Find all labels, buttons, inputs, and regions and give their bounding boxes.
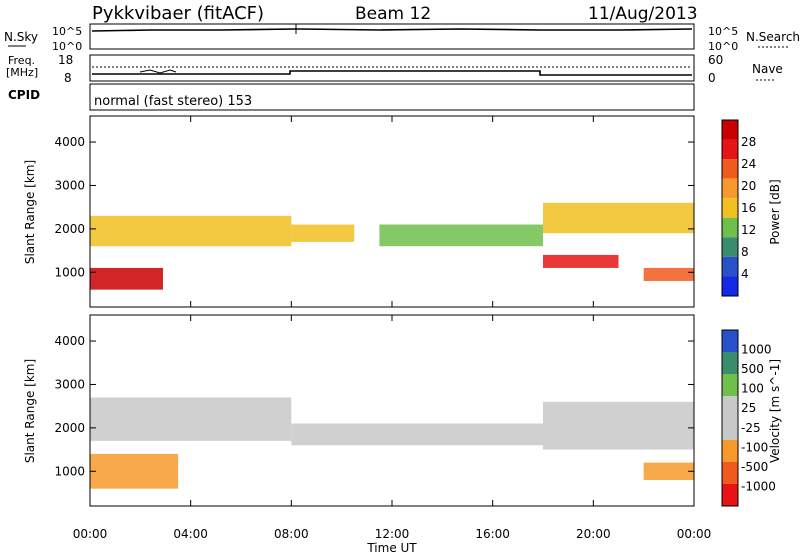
x-axis: 00:00 04:00 08:00 12:00 16:00 20:00 00:00	[73, 527, 712, 541]
y-tick-label: 1000	[54, 265, 85, 279]
x-tick-label: 08:00	[274, 527, 309, 541]
colorbar-tick-label: 16	[741, 201, 756, 215]
colorbar-tick-label: 12	[741, 223, 756, 237]
x-tick-label: 16:00	[475, 527, 510, 541]
colorbar-tick-label: 1000	[741, 343, 772, 357]
colorbar-tick-label: 24	[741, 157, 756, 171]
noise-right-tick-top: 10^5	[708, 25, 738, 38]
echo-band	[643, 267, 694, 281]
echo-band	[90, 215, 292, 247]
y-tick-label: 2000	[54, 421, 85, 435]
colorbar-tick-label: -500	[741, 460, 768, 474]
colorbar-segment	[722, 276, 738, 296]
colorbar-tick-label: 100	[741, 382, 764, 396]
x-tick-label: 20:00	[576, 527, 611, 541]
colorbar-segment	[722, 159, 738, 179]
noise-right-tick-bottom: 10^0	[708, 40, 738, 53]
colorbar-tick-label: 4	[741, 267, 749, 281]
radar-title: Pykkvibaer (fitACF)	[92, 3, 264, 24]
freq-label-unit: [MHz]	[6, 66, 38, 79]
echo-band	[291, 423, 543, 446]
colorbar-tick-label: 500	[741, 362, 764, 376]
velocity-panel-frame	[89, 314, 695, 507]
cpid-label: CPID	[8, 88, 40, 102]
colorbar-frame	[721, 329, 739, 507]
x-tick-label: 12:00	[375, 527, 410, 541]
colorbar-tick-label: -1000	[741, 479, 776, 493]
colorbar-segment	[722, 120, 738, 140]
colorbar-segment	[722, 462, 738, 484]
echo-band	[291, 224, 355, 242]
colorbar-segment	[722, 198, 738, 218]
colorbar-segment	[722, 178, 738, 199]
nsky-label: N.Sky	[4, 30, 38, 44]
colorbar-segment	[722, 440, 738, 462]
y-tick-label: 4000	[54, 334, 85, 348]
colorbar-tick-label: -25	[741, 421, 761, 435]
y-tick-label: 2000	[54, 222, 85, 236]
freq-left-tick-bottom: 8	[64, 71, 72, 85]
x-tick-label: 04:00	[173, 527, 208, 541]
echo-band	[90, 397, 292, 441]
velocity-ylabel: Slant Range [km]	[23, 359, 37, 463]
x-tick-label: 00:00	[73, 527, 108, 541]
echo-band	[379, 224, 543, 247]
colorbar-tick-label: 28	[741, 135, 756, 149]
colorbar-segment	[722, 330, 738, 352]
colorbar-tick-label: 25	[741, 401, 756, 415]
echo-band	[643, 462, 694, 480]
velocity-colorbar-label: Velocity [m s^-1]	[768, 359, 782, 463]
freq-left-tick-top: 18	[58, 53, 73, 67]
echo-band	[543, 254, 619, 268]
colorbar-segment	[722, 217, 738, 238]
y-tick-label: 1000	[54, 464, 85, 478]
velocity-colorbar: 1000 500 100 25 -25 -100 -500 -1000	[721, 329, 776, 507]
cpid-text: normal (fast stereo) 153	[94, 94, 252, 109]
power-colorbar-label: Power [dB]	[768, 179, 782, 244]
freq-label-top: Freq.	[8, 54, 35, 67]
noise-left-tick-bottom: 10^0	[52, 40, 82, 53]
power-panel: 1000 2000 3000 4000	[54, 116, 695, 307]
colorbar-segment	[722, 484, 738, 506]
beam-label: Beam 12	[355, 4, 431, 24]
x-tick-label: 00:00	[677, 527, 712, 541]
y-tick-label: 3000	[54, 377, 85, 391]
colorbar-segment	[722, 139, 738, 160]
colorbar-segment	[722, 237, 738, 257]
echo-band	[543, 401, 694, 450]
echo-band	[543, 202, 694, 234]
freq-right-tick-top: 60	[708, 53, 723, 67]
colorbar-tick-label: 8	[741, 245, 749, 259]
x-axis-label: Time UT	[366, 541, 417, 554]
colorbar-segment	[722, 396, 738, 418]
power-colorbar: 4 8 12 16 20 24 28	[721, 119, 756, 297]
echo-band	[90, 267, 163, 290]
nsky-trace	[91, 28, 693, 32]
colorbar-tick-label: -100	[741, 440, 768, 454]
freq-panel-frame	[89, 54, 695, 82]
freq-right-tick-bottom: 0	[708, 71, 716, 85]
echo-band	[90, 453, 179, 489]
colorbar-segment	[722, 256, 738, 277]
date-label: 11/Aug/2013	[588, 4, 698, 24]
colorbar-segment	[722, 418, 738, 440]
nave-label: Nave	[752, 62, 783, 76]
colorbar-segment	[722, 352, 738, 374]
nave-trace	[139, 69, 177, 74]
y-tick-label: 4000	[54, 135, 85, 149]
freq-trace	[92, 70, 692, 76]
colorbar-tick-label: 20	[741, 179, 756, 193]
cpid-panel-frame	[89, 83, 695, 111]
power-panel-frame	[89, 115, 695, 308]
noise-left-tick-top: 10^5	[52, 25, 82, 38]
power-ylabel: Slant Range [km]	[23, 160, 37, 264]
y-tick-label: 3000	[54, 178, 85, 192]
nsearch-label: N.Search	[746, 30, 800, 44]
velocity-panel: 1000 2000 3000 4000	[54, 315, 695, 506]
colorbar-segment	[722, 374, 738, 396]
colorbar-frame	[721, 119, 739, 297]
noise-panel-frame	[89, 23, 695, 50]
